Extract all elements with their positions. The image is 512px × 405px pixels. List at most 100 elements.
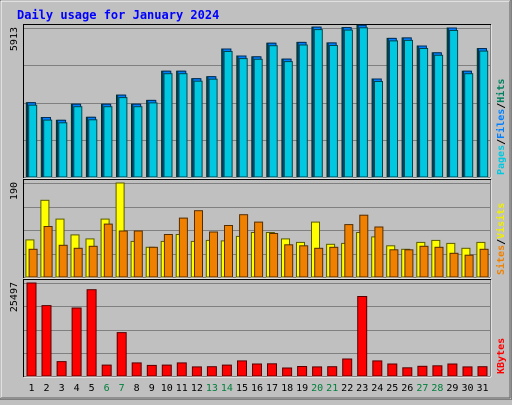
bar-pages-files-hits-s2-day-14	[223, 51, 233, 178]
x-tick-label: 19	[296, 383, 308, 394]
bar-kbytes-s0-day-17	[267, 363, 277, 377]
y-max-label: 190	[9, 182, 20, 200]
bar-kbytes-s0-day-7	[116, 332, 127, 377]
bar-sites-visits-s1-day-27	[419, 245, 429, 278]
series-legend: KBytes	[496, 338, 507, 374]
bar-pages-files-hits-s2-day-21	[328, 45, 338, 178]
y-max-label: 25497	[9, 282, 20, 312]
bar-sites-visits-s1-day-7	[118, 230, 128, 278]
bar-sites-visits-s1-day-9	[148, 246, 158, 278]
x-tick-label: 11	[176, 383, 188, 394]
bar-kbytes-s0-day-10	[161, 364, 172, 377]
bar-pages-files-hits-s2-day-7	[118, 97, 128, 178]
x-tick-label: 5	[89, 383, 95, 394]
bar-pages-files-hits-s2-day-25	[389, 40, 398, 178]
x-tick-label: 3	[59, 383, 65, 394]
bar-pages-files-hits-s2-day-12	[193, 80, 203, 178]
bar-kbytes-s0-day-21	[327, 366, 338, 377]
x-tick-label: 2	[43, 383, 49, 394]
legend-part: Hits	[495, 79, 507, 103]
bar-sites-visits-s1-day-14	[224, 225, 233, 278]
bar-sites-visits-s1-day-30	[464, 254, 474, 278]
bar-sites-visits-s1-day-17	[269, 233, 279, 278]
bar-sites-visits-s1-day-10	[163, 234, 173, 278]
bar-pages-files-hits-s2-day-11	[178, 73, 188, 178]
bar-pages-files-hits-s2-day-6	[103, 106, 113, 178]
bar-kbytes-s0-day-5	[86, 289, 97, 377]
bar-kbytes-s0-day-19	[297, 366, 308, 377]
bar-pages-files-hits-s2-day-26	[404, 39, 413, 178]
bar-pages-files-hits-s2-day-16	[253, 58, 263, 178]
x-tick-label: 18	[281, 383, 293, 394]
bar-sites-visits-s1-day-2	[43, 226, 53, 278]
x-tick-label: 15	[236, 383, 248, 394]
legend-part: Sites	[495, 245, 507, 275]
legend-part: KBytes	[496, 338, 507, 374]
bar-kbytes-s0-day-24	[372, 360, 383, 377]
bar-kbytes-s0-day-12	[191, 366, 202, 377]
bar-kbytes-s0-day-4	[71, 307, 82, 377]
bar-sites-visits-s1-day-24	[374, 226, 384, 278]
bar-sites-visits-s1-day-31	[479, 248, 489, 278]
bar-pages-files-hits-s2-day-8	[133, 106, 143, 178]
x-tick-label: 28	[431, 383, 443, 394]
bar-kbytes-s0-day-20	[312, 366, 323, 377]
x-tick-label: 20	[311, 383, 323, 394]
bar-pages-files-hits-s2-day-23	[358, 27, 368, 178]
bar-sites-visits-s1-day-4	[73, 247, 83, 278]
bar-kbytes-s0-day-27	[417, 365, 428, 377]
bar-sites-visits-s1-day-25	[389, 249, 399, 278]
bar-pages-files-hits-s2-day-2	[43, 119, 53, 178]
x-tick-label: 10	[161, 383, 173, 394]
bar-pages-files-hits-s2-day-24	[374, 81, 383, 178]
legend-part: /	[496, 139, 507, 145]
bar-sites-visits-s1-day-26	[404, 249, 414, 278]
bar-kbytes-s0-day-23	[357, 296, 368, 377]
bar-kbytes-s0-day-22	[342, 358, 353, 377]
x-axis-labels: 1 2 3 4 5 6 7 8 9 10 11 12 13 14 15 16 17 18 19 20 21 22 23 24 2…	[28, 383, 488, 394]
chart-title: Daily usage for January 2024	[17, 8, 219, 22]
bar-sites-visits-s1-day-1	[28, 248, 38, 278]
bar-kbytes-s0-day-13	[206, 366, 217, 377]
x-tick-label: 1	[28, 383, 34, 394]
bar-pages-files-hits-s2-day-4	[73, 106, 83, 178]
bar-kbytes-s0-day-16	[252, 363, 262, 377]
legend-part: Files	[495, 109, 507, 139]
bar-pages-files-hits-s2-day-17	[268, 45, 278, 178]
bar-sites-visits-s1-day-18	[284, 244, 294, 278]
bar-sites-visits-s1-day-28	[434, 246, 444, 278]
x-tick-label: 4	[74, 383, 80, 394]
bar-sites-visits-s1-day-12	[194, 210, 203, 278]
bar-kbytes-s0-day-1	[26, 282, 37, 377]
bar-sites-visits-s1-day-6	[103, 223, 113, 278]
x-tick-label: 12	[191, 383, 203, 394]
x-tick-label: 26	[401, 383, 413, 394]
bar-pages-files-hits-s2-day-10	[163, 73, 173, 178]
series-legend: Pages/Files/Hits	[495, 79, 507, 175]
bar-kbytes-s0-day-29	[447, 363, 458, 377]
bar-kbytes-s0-day-15	[237, 360, 247, 377]
bar-pages-files-hits-s2-day-5	[88, 119, 98, 178]
x-tick-label: 6	[104, 383, 110, 394]
bar-pages-files-hits-s2-day-28	[434, 54, 444, 178]
x-tick-label: 25	[386, 383, 398, 394]
x-tick-label: 7	[119, 383, 125, 394]
x-tick-label: 31	[476, 383, 488, 394]
series-legend: Sites/Visits	[495, 203, 507, 275]
bar-pages-files-hits-s2-day-19	[298, 44, 308, 178]
x-tick-label: 9	[149, 383, 155, 394]
x-tick-label: 22	[341, 383, 353, 394]
bar-pages-files-hits-s2-day-27	[419, 48, 429, 178]
bar-kbytes-s0-day-8	[131, 362, 142, 377]
bar-kbytes-s0-day-18	[282, 367, 293, 377]
bar-pages-files-hits-s2-day-31	[479, 50, 489, 178]
bar-pages-files-hits-s2-day-18	[283, 61, 293, 178]
legend-part: Pages	[496, 145, 507, 175]
y-max-label: 5913	[9, 27, 20, 51]
bar-pages-files-hits-s2-day-9	[148, 102, 158, 178]
legend-part: /	[496, 103, 507, 109]
bar-sites-visits-s1-day-22	[344, 224, 354, 278]
